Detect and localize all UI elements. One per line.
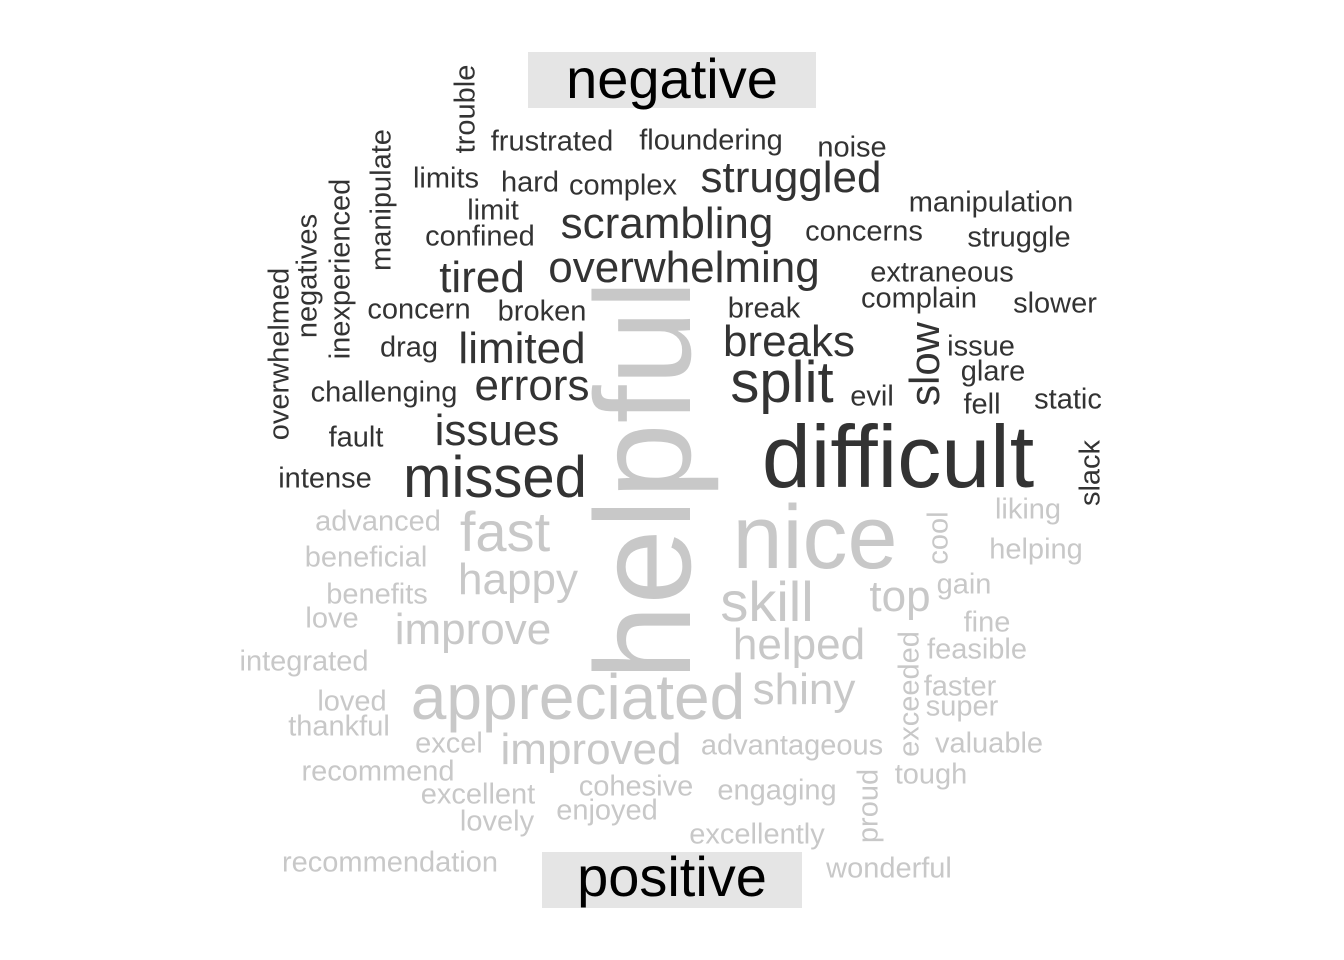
positive-word: enjoyed bbox=[556, 794, 658, 827]
positive-word: benefits bbox=[326, 578, 428, 611]
positive-word: advanced bbox=[315, 505, 441, 538]
negative-word: split bbox=[730, 350, 834, 415]
positive-word: thankful bbox=[288, 710, 390, 743]
negative-word: frustrated bbox=[490, 125, 614, 158]
positive-word: cool bbox=[922, 511, 955, 565]
positive-word: excellent bbox=[420, 778, 536, 811]
positive-word: fast bbox=[459, 500, 551, 563]
negative-word: broken bbox=[497, 295, 587, 328]
negative-word: struggle bbox=[967, 221, 1071, 254]
positive-word: helpful bbox=[567, 279, 719, 681]
negative-word: errors bbox=[474, 361, 590, 410]
positive-word: advantageous bbox=[700, 729, 884, 762]
negative-word: negatives bbox=[291, 213, 324, 339]
positive-word: engaging bbox=[717, 774, 837, 807]
negative-label-text: negative bbox=[566, 47, 778, 110]
negative-word: fell bbox=[963, 388, 1001, 421]
negative-word: concern bbox=[367, 293, 471, 326]
negative-word: evil bbox=[850, 380, 894, 413]
positive-word: improve bbox=[394, 605, 552, 654]
negative-word: noise bbox=[817, 131, 887, 164]
positive-word: gain bbox=[936, 568, 992, 601]
positive-word: improved bbox=[500, 725, 682, 774]
positive-word: lovely bbox=[459, 805, 535, 838]
negative-word: limit bbox=[467, 194, 519, 227]
negative-word: challenging bbox=[310, 376, 458, 409]
negative-group-label: negative bbox=[528, 47, 816, 110]
negative-word: manipulate bbox=[365, 129, 398, 271]
negative-word: glare bbox=[960, 355, 1026, 388]
positive-word: cohesive bbox=[578, 770, 694, 803]
negative-word: missed bbox=[403, 445, 587, 510]
negative-word: manipulation bbox=[908, 186, 1074, 219]
positive-word: helped bbox=[732, 620, 866, 669]
negative-word: extraneous bbox=[870, 256, 1014, 289]
positive-word: super bbox=[925, 690, 999, 723]
negative-word: inexperienced bbox=[324, 178, 357, 360]
positive-word: recommend bbox=[301, 755, 455, 788]
positive-word: nice bbox=[732, 488, 898, 588]
positive-word: excellently bbox=[689, 818, 825, 851]
negative-word: limits bbox=[412, 162, 480, 195]
negative-word: break bbox=[727, 292, 801, 325]
positive-word: love bbox=[305, 602, 359, 635]
positive-word: feasible bbox=[927, 633, 1027, 666]
negative-word: tired bbox=[439, 253, 525, 302]
negative-word: drag bbox=[379, 331, 439, 364]
negative-word: difficult bbox=[761, 407, 1035, 506]
negative-word: concerns bbox=[805, 215, 923, 248]
positive-word: top bbox=[869, 572, 931, 621]
negative-word: slack bbox=[1074, 439, 1107, 507]
positive-word: excel bbox=[415, 727, 483, 760]
positive-word: wonderful bbox=[826, 852, 952, 885]
negative-word: slow bbox=[901, 321, 948, 407]
negative-word: confined bbox=[425, 220, 535, 253]
negative-word: issues bbox=[434, 406, 560, 455]
positive-word: fine bbox=[963, 606, 1011, 639]
positive-word: shiny bbox=[752, 665, 856, 714]
positive-word: integrated bbox=[239, 645, 369, 678]
positive-word: tough bbox=[894, 758, 968, 791]
positive-word: loved bbox=[317, 685, 387, 718]
positive-word: faster bbox=[923, 670, 997, 703]
negative-word: intense bbox=[278, 462, 372, 495]
positive-word: proud bbox=[852, 768, 885, 844]
positive-word: liking bbox=[994, 493, 1062, 526]
positive-group-label: positive bbox=[542, 845, 802, 908]
negative-word: overwhelmed bbox=[263, 267, 296, 441]
positive-word: valuable bbox=[934, 727, 1044, 760]
negative-word: static bbox=[1034, 383, 1102, 416]
negative-word: complex bbox=[569, 169, 677, 202]
positive-word: helping bbox=[989, 533, 1083, 566]
negative-word: fault bbox=[328, 421, 384, 454]
negative-word: complain bbox=[860, 282, 978, 315]
negative-word: issue bbox=[947, 330, 1015, 363]
negative-word: scrambling bbox=[560, 199, 774, 248]
positive-word: recommendation bbox=[282, 846, 498, 879]
positive-word: beneficial bbox=[304, 541, 428, 574]
positive-word: appreciated bbox=[410, 661, 746, 733]
positive-label-text: positive bbox=[577, 845, 767, 908]
positive-word: exceeded bbox=[893, 631, 926, 757]
negative-word: floundering bbox=[639, 124, 783, 157]
negative-word: breaks bbox=[722, 317, 856, 366]
positive-word: happy bbox=[458, 555, 578, 604]
negative-word: hard bbox=[500, 166, 560, 199]
positive-word: skill bbox=[720, 570, 814, 633]
negative-word: limited bbox=[458, 324, 586, 373]
negative-word: trouble bbox=[449, 64, 482, 154]
negative-word: overwhelming bbox=[548, 243, 820, 292]
negative-word: struggled bbox=[700, 153, 882, 202]
negative-word: slower bbox=[1013, 287, 1097, 320]
